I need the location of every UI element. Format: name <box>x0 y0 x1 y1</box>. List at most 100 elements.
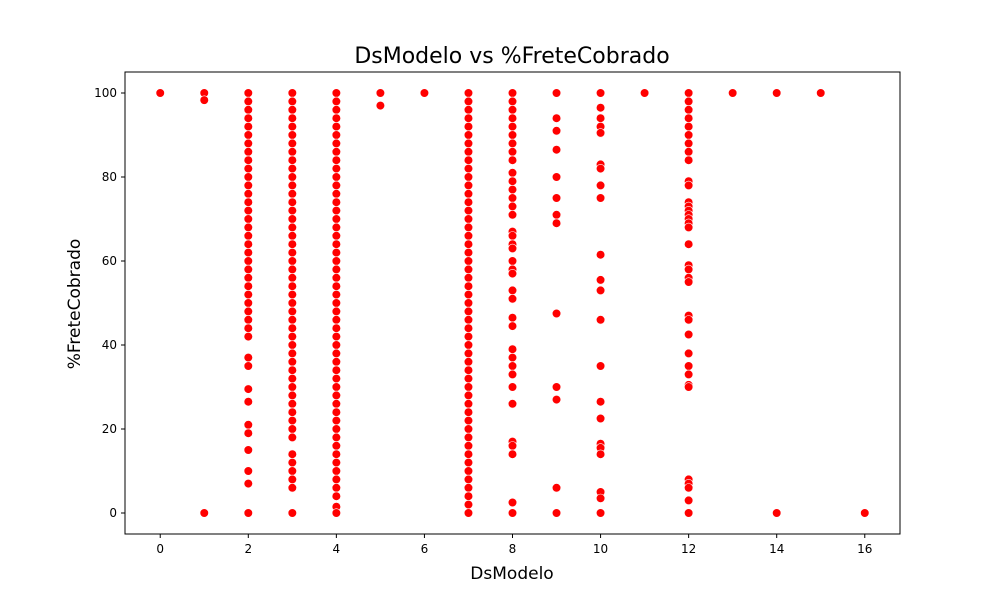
data-point <box>287 357 297 367</box>
data-point <box>772 88 782 98</box>
data-point <box>684 113 694 123</box>
data-point <box>331 399 341 409</box>
data-point <box>243 180 253 190</box>
x-tick-label: 0 <box>156 542 164 556</box>
data-point <box>331 155 341 165</box>
data-point <box>331 458 341 468</box>
x-axis-label: DsModelo <box>470 564 553 584</box>
data-point <box>331 306 341 317</box>
data-point <box>463 458 474 468</box>
data-point <box>287 214 297 224</box>
data-point <box>507 147 518 157</box>
data-point <box>243 298 253 308</box>
data-point <box>463 323 474 333</box>
x-tick-label: 2 <box>244 542 252 556</box>
data-point <box>860 508 870 518</box>
data-point <box>463 239 474 249</box>
data-point <box>684 329 694 340</box>
data-point <box>331 273 341 283</box>
data-point <box>243 428 253 438</box>
data-point <box>419 88 430 98</box>
data-point <box>331 315 341 325</box>
data-point <box>287 424 297 434</box>
data-point <box>287 323 297 333</box>
data-point <box>463 365 474 375</box>
data-point <box>375 100 386 111</box>
data-point <box>243 96 253 106</box>
data-point <box>287 138 297 148</box>
data-point <box>463 180 474 190</box>
data-point <box>507 88 518 98</box>
data-point <box>595 180 606 190</box>
data-point <box>684 277 694 287</box>
data-point <box>243 290 253 300</box>
data-point <box>551 218 562 228</box>
data-point <box>684 495 694 506</box>
data-point <box>684 130 694 140</box>
y-axis-label: %FreteCobrado <box>65 239 85 370</box>
y-tick-label: 80 <box>102 170 117 184</box>
data-point <box>507 285 518 296</box>
data-point <box>287 281 297 291</box>
data-point <box>595 449 606 459</box>
data-point <box>287 206 297 216</box>
data-point <box>287 105 297 115</box>
data-point <box>287 449 297 459</box>
y-tick-label: 20 <box>102 422 117 436</box>
data-point <box>287 180 297 190</box>
data-point <box>243 164 253 174</box>
data-point <box>551 145 562 155</box>
y-tick-label: 0 <box>109 506 117 520</box>
data-point <box>463 88 474 98</box>
data-point <box>463 315 474 325</box>
data-point <box>463 449 474 459</box>
data-point <box>331 483 341 493</box>
data-point <box>507 256 518 266</box>
data-point <box>463 172 474 182</box>
data-point <box>199 95 209 105</box>
data-point <box>595 193 606 203</box>
data-point <box>463 399 474 409</box>
data-point <box>684 147 694 157</box>
data-point <box>507 201 518 211</box>
data-point <box>243 353 253 363</box>
data-point <box>595 164 606 174</box>
data-point <box>684 315 694 325</box>
data-point <box>463 348 474 359</box>
y-tick-label: 40 <box>102 338 117 352</box>
data-point <box>287 348 297 359</box>
data-point <box>331 138 341 148</box>
data-point <box>331 357 341 367</box>
data-point <box>331 340 341 350</box>
data-point <box>507 294 518 304</box>
data-point <box>463 130 474 140</box>
data-point <box>243 222 253 232</box>
data-point <box>243 306 253 317</box>
data-point <box>331 96 341 106</box>
data-point <box>463 416 474 426</box>
data-point <box>463 357 474 367</box>
data-point <box>243 397 253 407</box>
data-point <box>243 445 253 455</box>
data-point <box>331 407 341 417</box>
data-point <box>507 313 518 323</box>
data-point <box>595 113 606 123</box>
data-point <box>331 248 341 258</box>
data-point <box>816 88 826 98</box>
data-point <box>551 395 562 405</box>
data-point <box>331 508 341 518</box>
data-point <box>595 128 606 138</box>
data-point <box>287 273 297 283</box>
data-point <box>287 197 297 207</box>
data-point <box>287 374 297 384</box>
data-point <box>463 500 474 510</box>
data-point <box>595 275 606 285</box>
data-point <box>507 361 518 371</box>
data-point <box>331 264 341 275</box>
data-point <box>463 290 474 300</box>
data-point <box>463 432 474 443</box>
data-point <box>287 298 297 308</box>
data-point <box>243 172 253 182</box>
data-point <box>551 88 562 98</box>
data-point <box>463 138 474 148</box>
